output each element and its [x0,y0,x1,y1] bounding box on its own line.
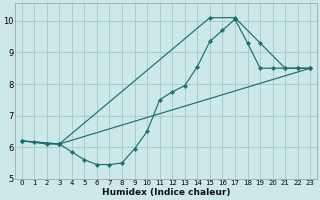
X-axis label: Humidex (Indice chaleur): Humidex (Indice chaleur) [102,188,230,197]
